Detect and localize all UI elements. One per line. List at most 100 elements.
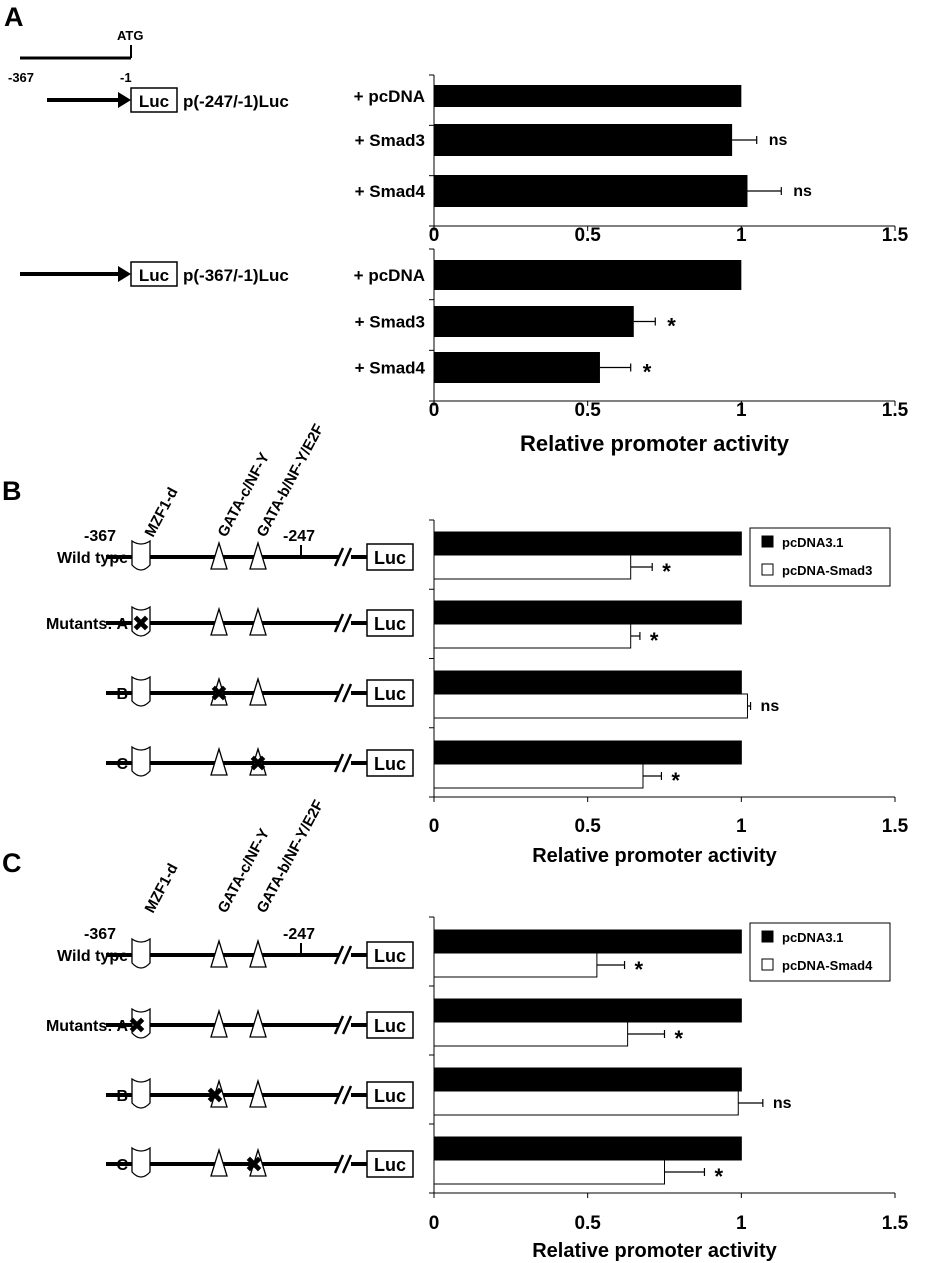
mutation-x-icon: ✖: [206, 1083, 224, 1108]
gata-b-label: GATA-b/NF-Y/E2F: [254, 421, 328, 540]
legend-label: pcDNA3.1: [782, 930, 843, 945]
legend-label: pcDNA3.1: [782, 535, 843, 550]
position-1-label: -1: [120, 70, 132, 85]
legend-swatch: [761, 563, 774, 576]
gata-c-site-icon: [210, 1008, 228, 1038]
mzf1-site-icon: [131, 937, 151, 969]
charts-layer: 0 0.5 1 1.5 + pcDNA + Smad3 ns + Smad4 ns 0 0.5 1 1.…: [354, 74, 909, 1262]
mzf1-site-icon: [131, 745, 151, 777]
x-tick-label: 0: [429, 816, 440, 837]
bar-pcDNA-Smad3: [433, 763, 644, 789]
bar-pcDNA-Smad4: [433, 1159, 665, 1185]
bar: [434, 85, 742, 107]
gata-b-site-icon: [249, 1008, 267, 1038]
mzf1-site-icon: [131, 605, 151, 637]
category-label: + Smad3: [355, 313, 425, 332]
break-mark: [333, 945, 345, 965]
luc-box: [366, 749, 414, 777]
x-axis-label: Relative promoter activity: [532, 845, 777, 867]
break-mark: [341, 613, 353, 633]
bar-pcDNA-Smad4: [433, 1090, 739, 1116]
legend-label: pcDNA-Smad4: [782, 958, 873, 973]
x-tick-label: 0: [429, 400, 440, 421]
bar-pcDNA3.1: [433, 740, 742, 765]
mzf1-site-icon: [131, 539, 151, 571]
construct1-arrow-head: [118, 92, 131, 108]
x-tick-label: 0.5: [574, 1213, 601, 1234]
mutation-x-icon: ✖: [249, 751, 267, 776]
construct1-name: p(-247/-1)Luc: [183, 92, 289, 111]
gata-b-label: GATA-b/NF-Y/E2F: [254, 797, 328, 916]
construct-row-label: Wild type: [57, 550, 128, 567]
mzf1-d-label: MZF1-d: [142, 861, 182, 916]
x-tick-label: 1: [736, 1213, 747, 1234]
significance-label: ns: [769, 132, 788, 149]
construct-row-label: Wild type: [57, 948, 128, 965]
chart-A1: 0 0.5 1 1.5 + pcDNA + Smad3 ns + Smad4 ns: [354, 74, 909, 246]
break-mark: [333, 1154, 345, 1174]
break-mark: [333, 547, 345, 567]
x-tick-label: 0.5: [574, 225, 601, 246]
significance-label: ns: [761, 698, 780, 715]
mzf1-site-icon: [131, 1146, 151, 1178]
break-mark: [333, 683, 345, 703]
break-mark: [333, 613, 345, 633]
gata-c-site-icon: [210, 676, 228, 706]
break-mark: [341, 753, 353, 773]
gata-b-site-icon: [249, 938, 267, 968]
break-mark: [333, 1085, 345, 1105]
legend-swatch: [761, 958, 774, 971]
gata-b-site-icon: [249, 1078, 267, 1108]
category-label: + Smad4: [355, 182, 426, 201]
chart-C: 0 0.5 1 1.5 Relative promoter activity * * ns * p…: [429, 916, 909, 1262]
category-label: + pcDNA: [354, 87, 425, 106]
x-tick-label: 0.5: [574, 400, 601, 421]
mzf1-site-icon: [131, 1077, 151, 1109]
bar-pcDNA-Smad3: [433, 554, 632, 580]
construct-row-label: Mutants: A: [46, 1018, 129, 1035]
bar-pcDNA3.1: [433, 1067, 742, 1092]
bar: [434, 306, 634, 337]
gata-c-site-icon: [210, 1078, 228, 1108]
bar: [434, 124, 733, 156]
construct2-name: p(-367/-1)Luc: [183, 266, 289, 285]
x-tick-label: 1: [736, 816, 747, 837]
significance-label: *: [714, 1164, 723, 1189]
x-tick-label: 0.5: [574, 816, 601, 837]
category-label: + pcDNA: [354, 266, 425, 285]
bar: [434, 260, 742, 290]
break-mark: [333, 1015, 345, 1035]
x-tick-label: 1.5: [882, 225, 909, 246]
construct1-luc-box: [130, 87, 178, 113]
mutation-x-icon: ✖: [210, 681, 228, 706]
luc-label: Luc: [374, 1155, 406, 1175]
bar: [434, 175, 748, 207]
bar-pcDNA3.1: [433, 1136, 742, 1161]
luc-label: Luc: [374, 946, 406, 966]
bar-pcDNA3.1: [433, 670, 742, 695]
x-tick-label: 1: [736, 225, 747, 246]
category-label: + Smad4: [355, 359, 426, 378]
luc-box: [366, 1150, 414, 1178]
position-247-label: -247: [283, 926, 315, 943]
luc-label: Luc: [374, 614, 406, 634]
significance-label: *: [662, 559, 671, 584]
gata-c-site-icon: [210, 746, 228, 776]
legend-swatch: [761, 930, 774, 943]
gata-b-site-icon: [249, 1147, 267, 1177]
chart-B: 0 0.5 1 1.5 Relative promoter activity * * ns * p…: [429, 519, 909, 867]
mzf1-site-icon: [131, 675, 151, 707]
significance-label: ns: [793, 183, 812, 200]
significance-label: *: [635, 957, 644, 982]
category-label: + Smad3: [355, 131, 425, 150]
significance-label: *: [650, 628, 659, 653]
break-mark: [341, 1085, 353, 1105]
construct2-luc-label: Luc: [139, 266, 169, 285]
luc-box: [366, 679, 414, 707]
legend-label: pcDNA-Smad3: [782, 563, 872, 578]
x-tick-label: 1.5: [882, 1213, 909, 1234]
construct2-arrow-head: [118, 266, 131, 282]
